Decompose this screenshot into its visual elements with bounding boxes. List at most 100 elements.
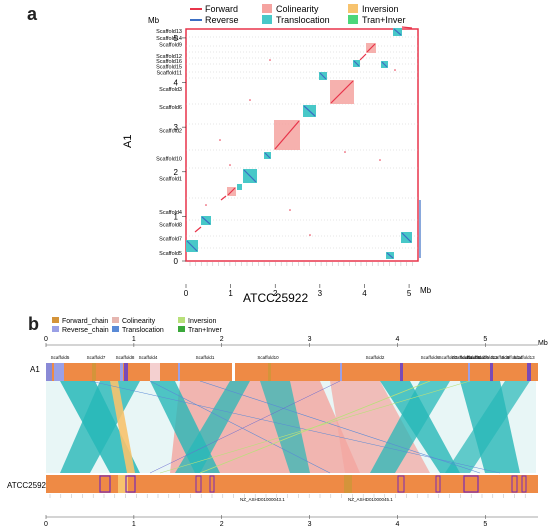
top-scaffold-label: Scaffold6 [421,355,440,360]
scaffold-label: Scaffold7 [159,237,182,243]
scaffold-label: Scaffold4 [159,210,182,216]
bottom-ruler-label: 0 [44,521,48,527]
forward-alignments [194,26,413,233]
y-tick-label: 3 [174,123,179,132]
top-ruler-ticks: 0 1 2 3 4 5 [44,336,487,347]
x-tick-label: 3 [318,289,323,298]
dot-plot-panel: Forward Reverse Colinearity Translocatio… [122,4,432,305]
top-ruler-label: 0 [44,336,48,343]
top-scaffold-labels: Scaffold5 Scaffold7 Scaffold8 Scaffold4 Scaf… [51,355,535,360]
synteny-panel: Forward_chain Reverse_chain Colinearity … [7,317,548,527]
y-tick-label: 1 [174,212,179,221]
scatter-dots [205,59,396,236]
legend-forward-chain-label: Forward_chain [62,318,108,325]
legend-translocation-label: Translocation [276,15,330,25]
scaffold-label: Scaffold13 [156,29,182,35]
x-tick-label: 2 [273,289,278,298]
x-tick-label: 0 [184,289,189,298]
legend-forward-label: Forward [205,4,238,14]
legend-translocation-swatch [262,15,272,24]
bottom-ruler-label: 5 [483,521,487,527]
bottom-ruler-label: 1 [132,521,136,527]
top-scaffold-label: Scaffold2 [366,355,385,360]
top-ruler-label: 5 [483,336,487,343]
panel-b-letter: b [28,314,39,334]
scaffold-label: Scaffold15 [156,64,182,70]
scaffold-label: Scaffold2 [159,129,182,135]
scaffold-label: Scaffold11 [157,71,182,77]
legend-inversion-label: Inversion [362,4,399,14]
scaffold-label: Scaffold9 [159,43,182,49]
scaffold-label: Scaffold12 [156,54,182,60]
scaffold-label: Scaffold6 [159,105,182,111]
y-tick-label: 4 [174,79,179,88]
top-scaffold-label: Scaffold10 [257,355,279,360]
reverse-alignments [186,28,421,259]
top-scaffold-label: Scaffold8 [116,355,135,360]
scaffold-label: Scaffold10 [156,156,182,162]
x-axis-label: ATCC25922 [243,291,308,305]
x-tick-label: 5 [407,289,412,298]
track-bottom-label: ATCC25922 [7,481,51,490]
top-ruler-label: 4 [395,336,399,343]
y-ticks: 0 1 2 3 4 5 [174,34,186,266]
top-scaffold-label: Scaffold9 [491,355,510,360]
legend-panel-b: Forward_chain Reverse_chain Colinearity … [52,317,222,334]
legend-reverse-chain-label: Reverse_chain [62,327,109,334]
track-a1 [46,363,538,381]
plot-frame [185,28,419,262]
top-scaffold-label: Scaffold16 [467,355,489,360]
bottom-contig-labels [49,494,526,498]
top-ruler-label: 2 [220,336,224,343]
legend-b-translocation-label: Translocation [122,327,164,334]
scaffold-label: Scaffold3 [159,87,182,93]
legend-reverse-label: Reverse [205,15,239,25]
y-axis-label: A1 [122,135,134,148]
y-tick-label: 0 [174,257,179,266]
top-ruler-label: 3 [308,336,312,343]
top-scaffold-label: Scaffold5 [51,355,70,360]
top-scaffold-label: Scaffold14 [501,355,523,360]
legend-panel-a: Forward Reverse Colinearity Translocatio… [190,4,405,25]
bottom-ruler-label: 4 [395,521,399,527]
contig-tick-labels [189,262,413,266]
panel-a-letter: a [27,4,38,24]
top-ruler-unit: Mb [538,340,548,347]
top-scaffold-label: Scaffold7 [87,355,106,360]
callout-contig-43: NZ_ASHD01000043.1 [240,497,285,502]
top-ruler-label: 1 [132,336,136,343]
top-scaffold-label: Scaffold12 [476,355,498,360]
x-tick-label: 1 [228,289,233,298]
legend-b-traninver-label: Tran+Inver [188,327,222,334]
top-scaffold-label: Scaffold15 [459,355,481,360]
x-unit-label: Mb [420,286,432,295]
scaffold-label: Scaffold5 [159,251,182,257]
bottom-ruler-label: 3 [308,521,312,527]
legend-b-inversion-label: Inversion [188,318,217,325]
x-ticks: 0 1 2 3 4 5 [184,284,412,298]
scaffold-label: Scaffold1 [159,176,182,182]
scaffold-label: Scaffold8 [159,222,182,228]
top-scaffold-label: Scaffold3 [439,355,458,360]
scaffold-labels: Scaffold13Scaffold14Scaffold9Scaffold12S… [156,29,182,257]
legend-traninver-swatch [348,15,358,24]
top-scaffold-label: Scaffold1 [196,355,215,360]
callout-contig-45: NZ_ASHD01000045.1 [348,497,393,502]
bottom-ruler-ticks: 0 1 2 3 4 5 [44,515,487,527]
y-tick-label: 2 [174,168,179,177]
bottom-ruler-label: 2 [220,521,224,527]
legend-colinearity-label: Colinearity [276,4,319,14]
top-scaffold-label: Scaffold11 [452,355,473,360]
y-unit-label: Mb [148,16,160,25]
legend-colinearity-swatch [262,4,272,13]
y-tick-label: 5 [174,34,179,43]
track-atcc25922 [46,475,538,493]
top-scaffold-label: Scaffold4 [139,355,158,360]
scaffold-label: Scaffold16 [156,59,182,65]
legend-inversion-swatch [348,4,358,13]
scaffold-label: Scaffold14 [156,36,182,42]
legend-traninver-label: Tran+Inver [362,15,405,25]
x-tick-label: 4 [362,289,367,298]
legend-b-colinearity-label: Colinearity [122,318,156,325]
synteny-ribbons [46,380,536,474]
